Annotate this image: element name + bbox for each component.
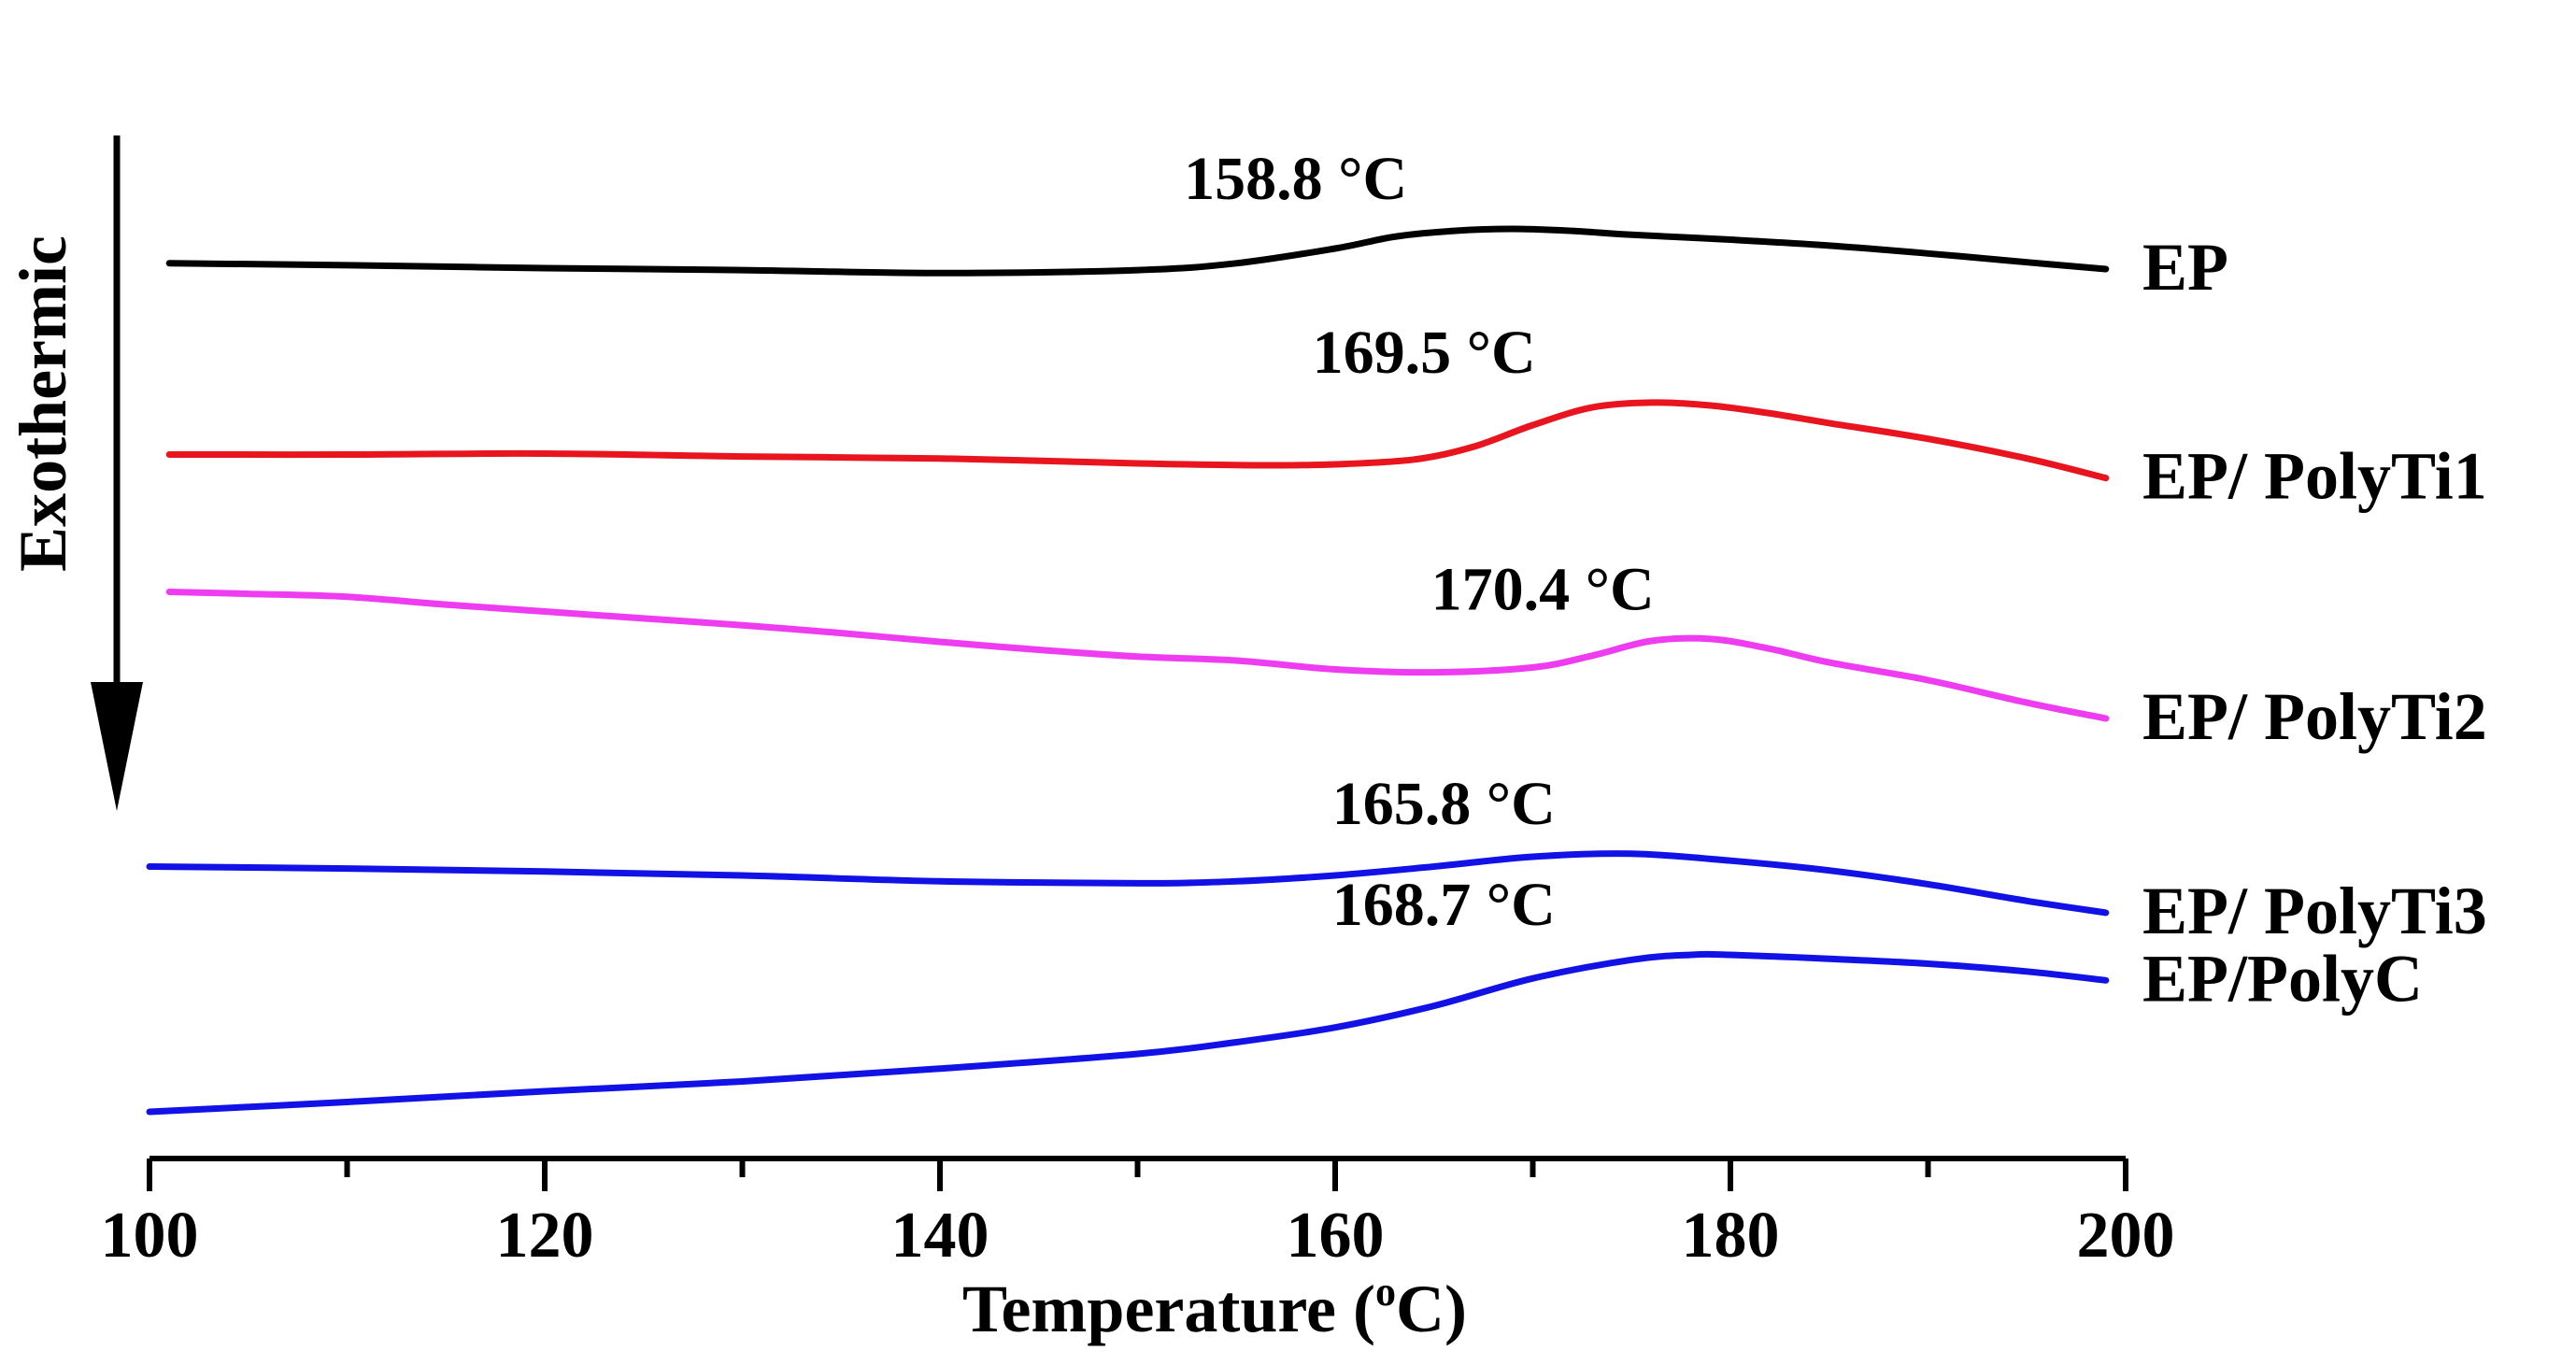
x-tick-label-100: 100 [101,1200,199,1272]
x-axis-title: Temperature (oC) [962,1269,1467,1346]
label-layer: EP 158.8 °C EP/ PolyTi1 169.5 °C EP/ PolyTi2… [1184,145,2487,1016]
x-tick-label-180: 180 [1682,1200,1780,1272]
series-line-ep [165,225,2110,277]
peak-label-ep-polyti1: 169.5 °C [1313,319,1536,387]
x-tick-label-160: 160 [1287,1200,1385,1272]
x-tick-label-120: 120 [496,1200,594,1272]
series-line-ep-polyti3 [146,850,2110,917]
series-label-ep-polyc: EP/PolyC [2142,941,2423,1016]
series-label-ep: EP [2142,230,2228,305]
x-ticks: 100 120 140 160 180 200 [101,1159,2175,1272]
series-layer [146,225,2110,1116]
series-label-ep-polyti3: EP/ PolyTi3 [2142,874,2487,948]
y-axis-title: Exothermic [6,235,80,572]
x-tick-label-200: 200 [2077,1200,2175,1272]
x-tick-label-140: 140 [891,1200,989,1272]
peak-label-ep-polyc: 168.7 °C [1332,871,1556,939]
peak-label-ep-polyti2: 170.4 °C [1431,556,1655,624]
exothermic-arrow-head [91,682,143,811]
peak-label-ep-polyti3: 165.8 °C [1332,770,1556,838]
series-label-ep-polyti1: EP/ PolyTi1 [2142,439,2487,514]
series-line-ep-polyc [146,950,2110,1116]
series-line-ep-polyti1 [165,399,2110,482]
peak-label-ep: 158.8 °C [1184,145,1407,213]
series-line-ep-polyti2 [165,589,2110,722]
series-label-ep-polyti2: EP/ PolyTi2 [2142,679,2487,754]
